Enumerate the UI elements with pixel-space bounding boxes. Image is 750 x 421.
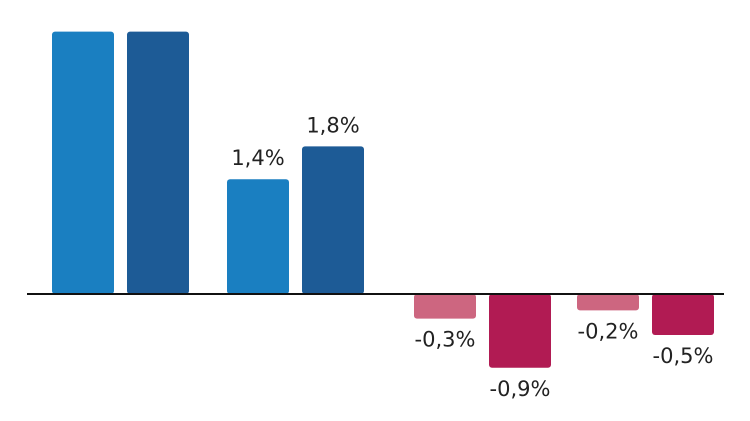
value-label-1-0: 1,4% — [231, 146, 284, 170]
bar-3-1 — [652, 294, 714, 335]
value-label-2-0: -0,3% — [415, 328, 476, 352]
value-label-3-0: -0,2% — [578, 319, 639, 343]
bar-1-0 — [227, 179, 289, 294]
labels-layer: 1,4% 1,8% -0,3% -0,9% -0,2% -0,5% — [231, 113, 713, 400]
value-label-2-1: -0,9% — [490, 377, 551, 401]
value-label-1-1: 1,8% — [306, 113, 359, 137]
bar-1-1 — [302, 146, 364, 294]
bar-0-0 — [52, 31, 114, 294]
bars-layer — [52, 31, 714, 368]
bar-2-0 — [414, 294, 476, 319]
bar-0-1 — [127, 31, 189, 294]
value-label-3-1: -0,5% — [653, 344, 714, 368]
bar-2-1 — [489, 294, 551, 368]
bar-3-0 — [577, 294, 639, 311]
